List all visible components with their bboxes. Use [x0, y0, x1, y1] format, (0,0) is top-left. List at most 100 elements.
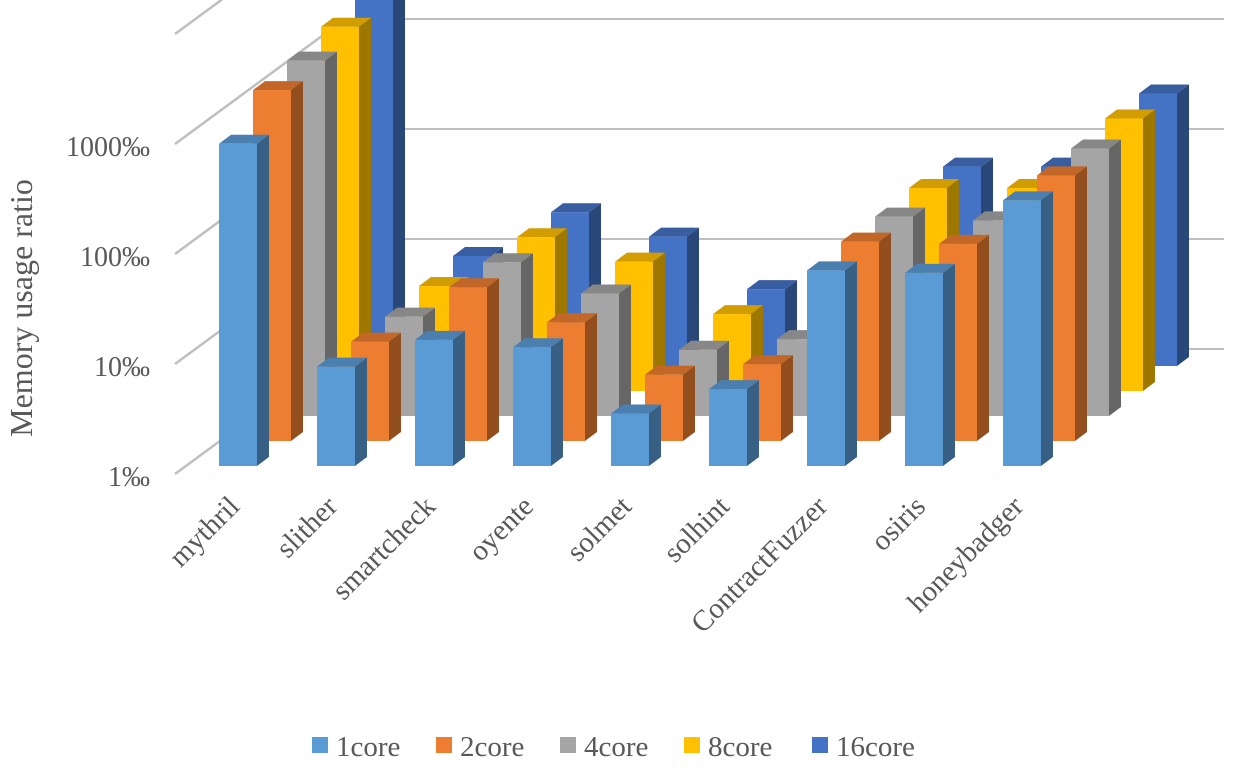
bar-side — [1177, 84, 1189, 366]
bar-side — [1041, 191, 1053, 466]
bar-side — [291, 81, 303, 442]
bar-top — [1139, 84, 1189, 94]
bar-top — [483, 253, 533, 263]
category-label: smartcheck — [326, 490, 442, 606]
bar-top — [449, 278, 499, 288]
bar-side — [359, 17, 371, 392]
bar-top — [649, 227, 699, 237]
series-4core — [287, 51, 1121, 416]
bar-top — [513, 338, 563, 348]
bar-top — [1037, 166, 1087, 176]
category-label: mythril — [163, 490, 246, 573]
bar-side — [257, 134, 269, 466]
bar-top — [453, 247, 503, 256]
bar-side — [653, 252, 665, 391]
category-label: osiris — [865, 490, 932, 557]
bars — [219, 0, 1189, 466]
legend-swatch — [436, 737, 452, 753]
bar-side — [649, 404, 661, 466]
bar-side — [393, 0, 405, 366]
y-tick-label: 1‰ — [108, 462, 150, 493]
bar-ContractFuzzer-1core — [807, 261, 857, 466]
bar-top — [747, 280, 797, 290]
bar-side — [325, 51, 337, 416]
bar-side — [687, 227, 699, 366]
bar-osiris-1core — [905, 263, 955, 466]
bar-top — [287, 51, 337, 61]
bar-solmet-1core — [611, 404, 661, 466]
legend-item-16core: 16core — [812, 731, 915, 763]
bar-top — [547, 313, 597, 323]
series-1core — [219, 134, 1053, 466]
bar-side — [977, 234, 989, 441]
bar-solhint-1core — [709, 380, 759, 466]
bar-side — [781, 355, 793, 441]
legend-item-4core: 4core — [560, 731, 648, 763]
bar-front — [317, 366, 355, 466]
bar-front — [611, 413, 649, 466]
bar-top — [415, 330, 465, 340]
bar-side — [585, 313, 597, 441]
bar-side — [943, 263, 955, 466]
category-label: slither — [270, 490, 344, 564]
legend-label: 8core — [708, 731, 772, 763]
bar-top — [713, 305, 763, 315]
y-tick-label: 10‰ — [94, 352, 150, 383]
legend-item-1core: 1core — [312, 731, 400, 763]
bar-top — [253, 81, 303, 91]
bar-front — [219, 143, 257, 466]
bar-top — [321, 17, 371, 27]
bar-top — [709, 380, 759, 390]
bar-side — [619, 284, 631, 416]
category-label: oyente — [463, 490, 540, 567]
bar-front — [709, 389, 747, 466]
bar-front — [415, 339, 453, 466]
gridline-diagonal — [174, 0, 224, 36]
legend-label: 4core — [584, 731, 648, 763]
bar-top — [645, 365, 695, 375]
bar-smartcheck-1core — [415, 330, 465, 466]
bar-mythril-8core — [321, 17, 371, 392]
legend-item-2core: 2core — [436, 731, 524, 763]
bar-top — [807, 261, 857, 271]
bar-slither-1core — [317, 357, 367, 466]
gridline-diagonal — [174, 17, 346, 146]
bar-top — [219, 134, 269, 144]
category-label: solmet — [561, 490, 638, 567]
y-tick-labels: 1‰ 10‰ 100‰ 1000‰ — [66, 132, 150, 493]
bar-top — [551, 203, 601, 213]
bar-top — [385, 307, 435, 317]
legend-swatch — [312, 737, 328, 753]
bar-side — [683, 365, 695, 441]
legend-swatch — [812, 737, 828, 753]
legend-label: 1core — [336, 731, 400, 763]
y-tick-label: 1000‰ — [66, 132, 150, 163]
bar-top — [581, 284, 631, 294]
bar-side — [551, 338, 563, 466]
bar-top — [1105, 109, 1155, 119]
bar-top — [351, 332, 401, 342]
category-label: solhint — [657, 490, 735, 568]
bar-top — [611, 404, 661, 414]
bar-oyente-1core — [513, 338, 563, 466]
bar-top — [1071, 139, 1121, 149]
bar-top — [1003, 191, 1053, 201]
bar-side — [453, 330, 465, 466]
bar-front — [513, 347, 551, 466]
bar-top — [943, 157, 993, 167]
legend-swatch — [560, 737, 576, 753]
y-tick-label: 100‰ — [80, 242, 150, 273]
bar-side — [1143, 109, 1155, 391]
bar-side — [389, 332, 401, 441]
bar-front — [1003, 200, 1041, 466]
bar-side — [1075, 166, 1087, 441]
bar-oyente-2core — [547, 313, 597, 441]
bar-top — [841, 232, 891, 242]
bar-side — [355, 357, 367, 466]
bar-top — [317, 357, 367, 367]
bar-mythril-1core — [219, 134, 269, 466]
bar-top — [679, 340, 729, 350]
bar-top — [743, 355, 793, 365]
